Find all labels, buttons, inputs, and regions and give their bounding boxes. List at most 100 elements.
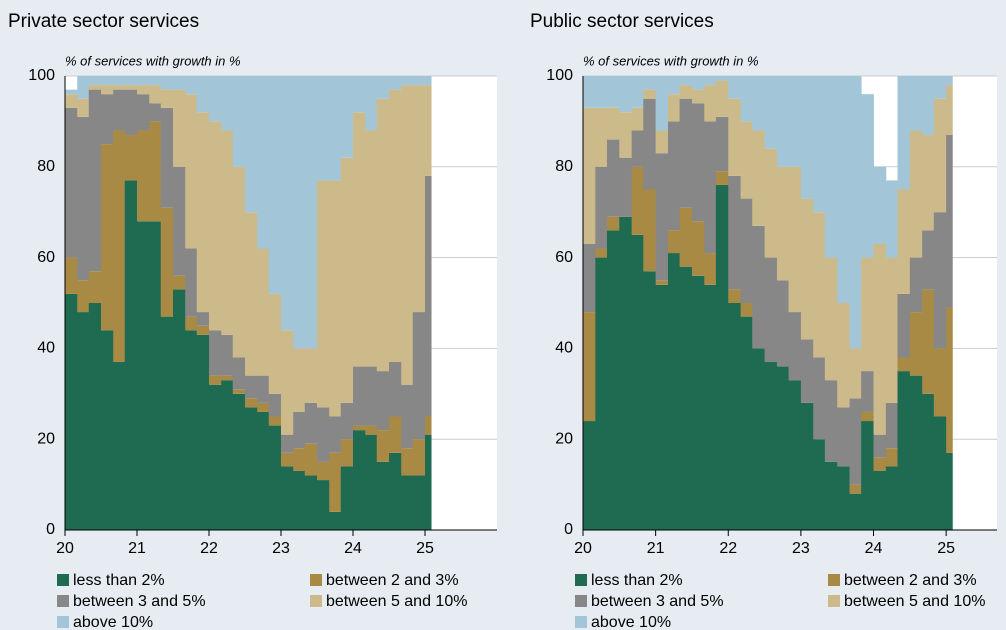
area-step: [885, 448, 898, 467]
area-step: [281, 466, 294, 530]
area-step: [340, 157, 354, 403]
area-step: [776, 280, 789, 367]
area-step: [897, 357, 911, 372]
y-tick-label: 80: [37, 158, 55, 175]
area-step: [667, 230, 680, 254]
y-tick-label: 0: [46, 521, 55, 538]
area-step: [643, 98, 657, 190]
area-step: [679, 76, 693, 86]
area-step: [861, 411, 874, 422]
area-step: [740, 316, 753, 530]
area-step: [412, 312, 426, 440]
area-step: [849, 348, 862, 399]
area-step: [329, 452, 342, 512]
area-step: [185, 248, 198, 317]
area-step: [209, 384, 222, 530]
area-step: [88, 303, 102, 530]
x-tick-label: 21: [128, 540, 146, 557]
legend-label: between 5 and 10%: [326, 593, 467, 610]
area-step: [667, 76, 680, 95]
area-step: [897, 76, 911, 190]
area-step: [65, 94, 78, 108]
area-step: [376, 371, 390, 431]
area-step: [268, 425, 282, 530]
area-step: [631, 76, 644, 108]
legend-swatch: [310, 574, 322, 586]
area-step: [897, 371, 911, 530]
legend-label: between 3 and 5%: [591, 593, 724, 610]
area-step: [185, 330, 198, 530]
area-step: [137, 221, 150, 530]
area-step: [268, 76, 282, 294]
area-step: [922, 135, 935, 231]
x-tick-label: 24: [344, 540, 362, 557]
area-step: [837, 303, 850, 408]
area-step: [293, 411, 306, 449]
area-step: [643, 271, 657, 530]
area-step: [304, 76, 318, 349]
area-step: [329, 76, 342, 181]
area-step: [704, 253, 717, 285]
area-step: [764, 362, 778, 530]
area-step: [365, 130, 378, 367]
area-step: [353, 430, 366, 530]
area-step: [245, 398, 258, 408]
y-tick-label: 80: [555, 158, 573, 175]
area-step: [606, 76, 620, 108]
area-step: [752, 130, 765, 226]
y-tick-label: 40: [555, 340, 573, 357]
area-step: [281, 452, 294, 467]
area-step: [149, 76, 162, 86]
area-step: [389, 362, 402, 417]
area-step: [281, 434, 294, 453]
y-tick-label: 100: [546, 67, 573, 84]
area-step: [173, 89, 186, 167]
area-step: [583, 421, 596, 530]
chart-title: Private sector services: [8, 11, 199, 32]
legend-swatch: [57, 574, 69, 586]
area-step: [813, 76, 826, 213]
x-tick-label: 22: [200, 540, 218, 557]
area-step: [293, 76, 306, 349]
area-step: [873, 243, 887, 435]
area-step: [667, 253, 680, 530]
area-step: [281, 76, 294, 331]
area-step: [185, 316, 198, 331]
area-step: [245, 76, 258, 213]
area-step: [861, 421, 874, 530]
area-step: [704, 85, 717, 122]
area-step: [595, 248, 608, 258]
area-step: [691, 275, 705, 530]
legend-swatch: [828, 595, 840, 607]
area-step: [861, 257, 874, 372]
area-step: [776, 366, 789, 530]
area-step: [149, 85, 162, 104]
area-step: [655, 130, 669, 154]
area-step: [101, 330, 114, 530]
area-step: [425, 76, 432, 86]
area-step: [813, 212, 826, 358]
area-step: [185, 76, 198, 95]
area-step: [317, 407, 330, 462]
area-step: [77, 98, 90, 117]
area-step: [412, 439, 426, 476]
area-step: [77, 280, 90, 313]
area-step: [376, 98, 390, 372]
area-step: [232, 357, 246, 390]
area-step: [376, 76, 390, 99]
area-step: [619, 216, 633, 531]
area-step: [667, 121, 680, 231]
area-step: [595, 107, 608, 167]
area-step: [221, 130, 234, 335]
area-step: [401, 384, 414, 449]
area-step: [595, 166, 608, 249]
area-step: [209, 330, 222, 376]
legend-label: between 5 and 10%: [844, 593, 985, 610]
legend-label: between 2 and 3%: [326, 572, 459, 589]
legend-swatch: [575, 595, 587, 607]
area-step: [704, 121, 717, 254]
area-step: [389, 89, 402, 363]
area-step: [933, 348, 947, 417]
area-step: [425, 175, 432, 417]
